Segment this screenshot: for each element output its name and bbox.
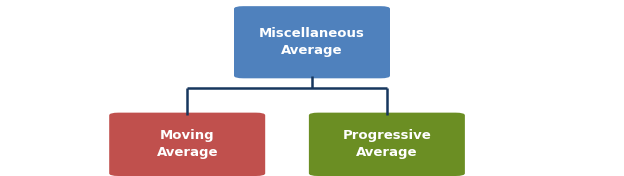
FancyBboxPatch shape bbox=[309, 113, 465, 176]
FancyBboxPatch shape bbox=[234, 6, 390, 78]
Text: Moving
Average: Moving Average bbox=[157, 129, 218, 159]
FancyBboxPatch shape bbox=[109, 113, 265, 176]
Text: Progressive
Average: Progressive Average bbox=[343, 129, 431, 159]
Text: Miscellaneous
Average: Miscellaneous Average bbox=[259, 27, 365, 57]
